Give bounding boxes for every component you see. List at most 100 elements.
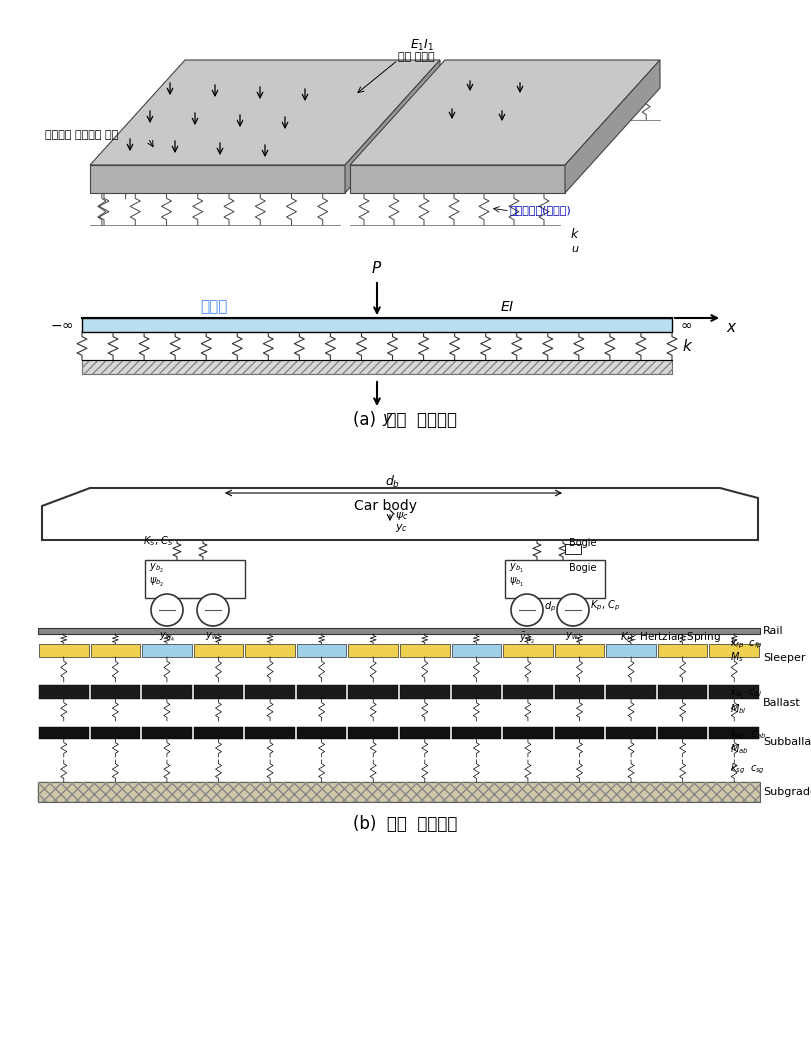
Text: $K_p$, $C_p$: $K_p$, $C_p$: [590, 598, 620, 613]
Text: $u$: $u$: [571, 244, 579, 254]
Bar: [658, 644, 707, 657]
Bar: [245, 727, 295, 739]
Text: $y_{w_3}$: $y_{w_3}$: [205, 631, 221, 644]
Text: Bogie: Bogie: [569, 563, 597, 573]
Text: $x$: $x$: [726, 320, 737, 335]
Text: $\psi_c$: $\psi_c$: [395, 510, 409, 522]
Text: $E_1I_1$: $E_1I_1$: [410, 37, 434, 52]
Text: $y_{w_1}$: $y_{w_1}$: [565, 631, 581, 644]
Circle shape: [557, 594, 589, 626]
Bar: [555, 685, 604, 699]
Bar: [607, 644, 656, 657]
Text: 탄성스프링(흙노반): 탄성스프링(흙노반): [510, 205, 572, 215]
Polygon shape: [350, 165, 565, 193]
Text: Subballast: Subballast: [763, 737, 811, 747]
Circle shape: [151, 594, 183, 626]
Bar: [555, 727, 604, 739]
Bar: [142, 685, 191, 699]
Text: Rail: Rail: [763, 626, 783, 636]
Bar: [142, 727, 191, 739]
Bar: [91, 685, 140, 699]
Circle shape: [197, 594, 229, 626]
Text: $y_{w_4}$: $y_{w_4}$: [159, 631, 175, 644]
Bar: [400, 685, 449, 699]
Text: 레일에서 전달되는 하중: 레일에서 전달되는 하중: [45, 130, 118, 140]
Text: $\psi_{b_2}$: $\psi_{b_2}$: [149, 576, 165, 589]
Bar: [245, 685, 295, 699]
Text: $K_S$, $C_S$: $K_S$, $C_S$: [143, 535, 173, 549]
Bar: [452, 727, 501, 739]
Text: $M_{bl}$: $M_{bl}$: [730, 702, 747, 715]
Circle shape: [511, 594, 543, 626]
Bar: [555, 644, 604, 657]
Text: $k$: $k$: [570, 227, 580, 241]
Bar: [194, 685, 243, 699]
Text: Sleeper: Sleeper: [763, 653, 805, 663]
Text: $\psi_{b_1}$: $\psi_{b_1}$: [509, 576, 525, 589]
Bar: [565, 544, 581, 554]
Bar: [658, 727, 707, 739]
Text: $k$: $k$: [682, 338, 693, 354]
Bar: [452, 644, 501, 657]
Bar: [658, 685, 707, 699]
Text: $EI$: $EI$: [500, 300, 514, 314]
Bar: [194, 644, 243, 657]
Bar: [82, 360, 672, 374]
Bar: [297, 685, 346, 699]
Text: $\bar{y}_{w_2}$: $\bar{y}_{w_2}$: [519, 631, 535, 646]
Bar: [607, 727, 656, 739]
Bar: [38, 782, 760, 802]
Bar: [710, 644, 759, 657]
Bar: [452, 685, 501, 699]
Bar: [349, 727, 398, 739]
Text: Ballast: Ballast: [763, 698, 800, 708]
Text: $k_{sg}$  $c_{sg}$: $k_{sg}$ $c_{sg}$: [730, 762, 765, 776]
Bar: [38, 782, 760, 802]
Bar: [503, 727, 553, 739]
Text: (a)  정적  해석모형: (a) 정적 해석모형: [353, 411, 457, 429]
Text: $\bar{y}_{b_1}$: $\bar{y}_{b_1}$: [509, 560, 524, 575]
Bar: [82, 360, 672, 374]
Text: 궤도 슬래브: 궤도 슬래브: [398, 52, 435, 62]
Bar: [91, 727, 140, 739]
Text: $M_s$: $M_s$: [730, 649, 744, 663]
Bar: [39, 727, 88, 739]
Text: $k_{ab}$  $c_{ab}$: $k_{ab}$ $c_{ab}$: [730, 727, 766, 741]
Polygon shape: [565, 60, 660, 193]
Text: $K_H$: Hertzian Spring: $K_H$: Hertzian Spring: [620, 630, 721, 644]
Bar: [349, 685, 398, 699]
Bar: [142, 644, 191, 657]
Bar: [710, 685, 759, 699]
Polygon shape: [345, 60, 440, 193]
Text: $d_p$: $d_p$: [544, 600, 556, 614]
Bar: [245, 644, 295, 657]
Bar: [38, 628, 760, 634]
Text: $k_{bl}$  $c_{bl}$: $k_{bl}$ $c_{bl}$: [730, 685, 762, 698]
Text: Car body: Car body: [354, 499, 417, 513]
Text: (b)  동적  해석모형: (b) 동적 해석모형: [353, 815, 457, 833]
Text: $P$: $P$: [371, 260, 383, 276]
Bar: [400, 727, 449, 739]
Text: $d_b$: $d_b$: [385, 474, 401, 490]
Text: $k_{fp}$  $c_{fp}$: $k_{fp}$ $c_{fp}$: [730, 637, 762, 652]
Text: $\infty$: $\infty$: [680, 318, 692, 332]
Bar: [400, 644, 449, 657]
Text: $-\infty$: $-\infty$: [50, 318, 74, 332]
Polygon shape: [42, 488, 758, 540]
Text: $y_{b_2}$: $y_{b_2}$: [149, 562, 164, 575]
Bar: [39, 644, 88, 657]
Bar: [297, 644, 346, 657]
Bar: [91, 644, 140, 657]
Polygon shape: [90, 165, 345, 193]
Text: 슬래브: 슬래브: [200, 299, 227, 314]
Bar: [503, 644, 553, 657]
Text: $y$: $y$: [382, 412, 393, 428]
Bar: [710, 727, 759, 739]
Bar: [39, 685, 88, 699]
Text: $y_c$: $y_c$: [395, 522, 408, 534]
Text: Bogie: Bogie: [569, 538, 597, 549]
Text: $M_{ab}$: $M_{ab}$: [730, 742, 749, 756]
Bar: [607, 685, 656, 699]
Polygon shape: [90, 60, 440, 165]
Bar: [297, 727, 346, 739]
